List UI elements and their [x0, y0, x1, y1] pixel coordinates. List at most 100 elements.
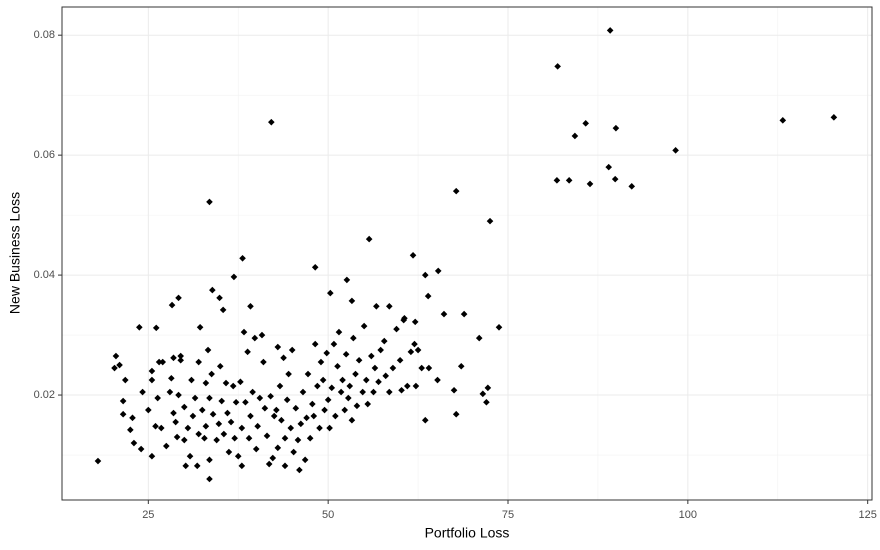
point [611, 175, 619, 183]
point [359, 388, 366, 396]
point [206, 475, 213, 483]
panel-background [62, 7, 872, 500]
point [292, 404, 300, 412]
point [119, 410, 127, 418]
point [281, 462, 289, 470]
point [554, 63, 561, 70]
point [332, 412, 339, 420]
point [229, 382, 237, 390]
point [628, 183, 636, 190]
point [398, 386, 405, 394]
point [309, 400, 316, 408]
point [281, 434, 289, 442]
point [362, 376, 370, 384]
point [319, 376, 327, 384]
point [396, 356, 404, 364]
point [403, 382, 411, 390]
point [242, 398, 249, 406]
point [306, 434, 314, 442]
point [172, 418, 179, 426]
point [148, 367, 156, 375]
point [244, 348, 251, 356]
point [170, 354, 177, 362]
point [238, 462, 246, 470]
point [182, 462, 190, 470]
point [360, 322, 368, 330]
point [198, 406, 206, 414]
point [191, 394, 199, 402]
point [152, 422, 159, 430]
point [342, 350, 350, 358]
point [411, 318, 419, 326]
point [225, 448, 233, 456]
point [180, 403, 188, 411]
point [495, 323, 503, 331]
point [672, 147, 679, 154]
point [418, 364, 425, 372]
point [375, 378, 382, 386]
point [148, 376, 156, 384]
y-tick-label: 0.02 [34, 389, 55, 401]
point [154, 394, 161, 402]
point [303, 414, 310, 422]
point [137, 445, 145, 453]
point [334, 362, 341, 370]
point [393, 325, 400, 333]
point [386, 302, 393, 310]
point [206, 456, 213, 464]
point [274, 343, 282, 351]
point [220, 430, 228, 438]
point [290, 448, 297, 456]
point [296, 466, 303, 474]
point [166, 388, 174, 396]
point [195, 358, 202, 366]
point [237, 378, 244, 386]
point [571, 132, 579, 140]
point [285, 370, 292, 378]
point [425, 364, 433, 372]
point [327, 289, 334, 297]
point [605, 163, 613, 171]
point [170, 409, 177, 417]
point [245, 434, 253, 442]
point [208, 370, 215, 378]
point [265, 460, 273, 468]
point [260, 358, 267, 366]
point [145, 406, 152, 414]
point [779, 117, 787, 124]
point [339, 376, 346, 384]
point [565, 177, 573, 184]
point [287, 424, 295, 432]
point [324, 396, 332, 404]
point [371, 364, 379, 372]
point [94, 457, 102, 465]
point [186, 452, 194, 460]
point [612, 124, 620, 132]
point [316, 424, 323, 432]
point [460, 310, 468, 318]
point [328, 384, 336, 392]
point [323, 349, 331, 357]
point [314, 382, 321, 390]
point [258, 331, 266, 339]
point [317, 358, 325, 366]
point [152, 324, 160, 332]
point [218, 397, 225, 405]
point [270, 412, 278, 420]
point [377, 346, 384, 354]
point [311, 263, 319, 271]
point [202, 422, 210, 430]
point [434, 376, 441, 384]
point [251, 334, 259, 342]
point [382, 372, 390, 380]
point [278, 416, 285, 424]
point [213, 436, 220, 444]
point [234, 452, 242, 460]
point [586, 180, 594, 188]
point [215, 420, 223, 428]
point [238, 424, 246, 432]
point [157, 424, 165, 432]
point [252, 445, 260, 453]
point [206, 394, 213, 402]
